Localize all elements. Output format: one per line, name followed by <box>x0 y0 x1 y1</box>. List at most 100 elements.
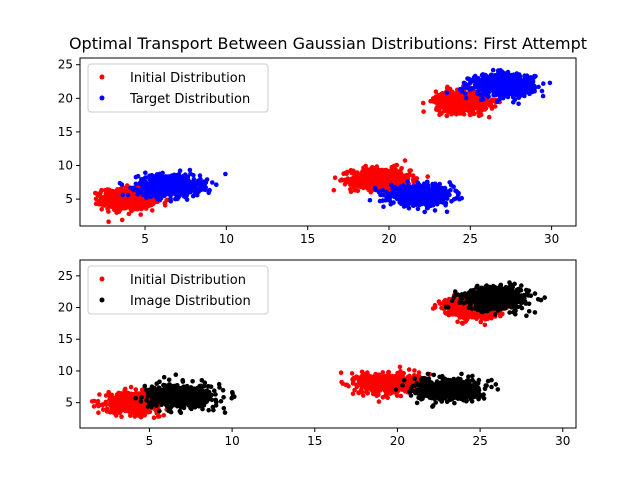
data-point <box>415 206 421 212</box>
data-point <box>478 105 484 111</box>
data-point <box>478 78 483 84</box>
data-point <box>422 209 428 215</box>
data-point <box>375 169 381 175</box>
y-tick-label: 10 <box>58 159 73 173</box>
data-point <box>110 189 116 194</box>
data-point <box>143 179 148 185</box>
data-point <box>480 93 485 98</box>
data-point <box>454 189 460 194</box>
data-point <box>121 188 127 194</box>
data-point <box>390 186 396 191</box>
data-point <box>100 197 105 202</box>
data-point <box>157 181 162 186</box>
data-point <box>114 395 120 401</box>
data-point <box>493 78 499 83</box>
data-point <box>451 110 457 115</box>
data-point <box>194 192 200 198</box>
data-point <box>93 201 99 207</box>
data-point <box>383 181 389 186</box>
data-point <box>350 391 356 397</box>
data-point <box>366 187 372 193</box>
data-point <box>177 168 183 173</box>
data-point <box>528 79 533 85</box>
data-point <box>135 173 141 179</box>
data-point <box>355 174 361 179</box>
data-point <box>348 189 354 195</box>
data-point <box>467 106 473 111</box>
data-point <box>150 208 155 213</box>
data-point <box>492 104 498 109</box>
data-point <box>403 174 408 179</box>
data-point <box>95 398 101 404</box>
data-point <box>97 392 102 397</box>
data-point <box>398 201 404 206</box>
legend-marker <box>99 95 105 101</box>
data-point <box>473 76 479 81</box>
data-point <box>511 85 516 91</box>
data-point <box>510 77 516 83</box>
data-point <box>138 404 143 410</box>
data-point <box>402 158 408 163</box>
data-point <box>432 208 438 213</box>
data-point <box>178 175 184 180</box>
data-point <box>432 187 438 192</box>
data-point <box>386 173 391 178</box>
data-point <box>178 180 184 186</box>
data-point <box>119 217 125 223</box>
data-point <box>168 196 173 201</box>
data-point <box>187 185 192 191</box>
data-point <box>456 110 461 115</box>
data-point <box>498 68 503 73</box>
data-point <box>214 182 219 187</box>
y-tick-label: 15 <box>58 125 73 139</box>
data-point <box>359 175 364 180</box>
data-point <box>476 101 482 107</box>
data-point <box>531 83 537 89</box>
data-point <box>486 114 492 120</box>
data-point <box>338 370 344 376</box>
data-point <box>485 77 491 82</box>
data-point <box>478 85 484 91</box>
data-point <box>112 197 117 202</box>
data-point <box>497 96 503 102</box>
scatter-points <box>89 280 547 421</box>
data-point <box>143 175 149 180</box>
data-point <box>191 185 197 190</box>
data-point <box>339 177 345 182</box>
data-point <box>484 93 490 99</box>
x-tick-label: 20 <box>381 232 396 246</box>
data-point <box>515 90 521 96</box>
data-point <box>197 173 203 178</box>
data-point <box>188 180 193 185</box>
data-point <box>148 187 154 192</box>
y-tick-label: 25 <box>58 58 73 72</box>
data-point <box>144 195 149 201</box>
data-point <box>99 187 104 193</box>
data-point <box>399 166 404 171</box>
data-point <box>91 398 97 404</box>
data-point <box>128 384 134 390</box>
data-point <box>455 101 461 106</box>
data-point <box>365 173 371 179</box>
data-point <box>412 177 417 183</box>
data-point <box>117 205 123 211</box>
data-point <box>154 172 160 177</box>
data-point <box>437 193 442 199</box>
data-point <box>370 165 375 170</box>
data-point <box>123 397 129 403</box>
data-point <box>145 202 150 207</box>
data-point <box>483 83 488 88</box>
data-point <box>372 177 377 182</box>
data-point <box>373 187 379 193</box>
data-point <box>348 168 354 173</box>
data-point <box>389 169 394 175</box>
data-point <box>394 176 399 182</box>
data-point <box>157 414 162 419</box>
data-point <box>339 379 344 385</box>
data-point <box>123 204 129 210</box>
data-point <box>140 408 145 414</box>
data-point <box>540 93 546 99</box>
data-point <box>103 402 109 407</box>
data-point <box>522 85 528 91</box>
